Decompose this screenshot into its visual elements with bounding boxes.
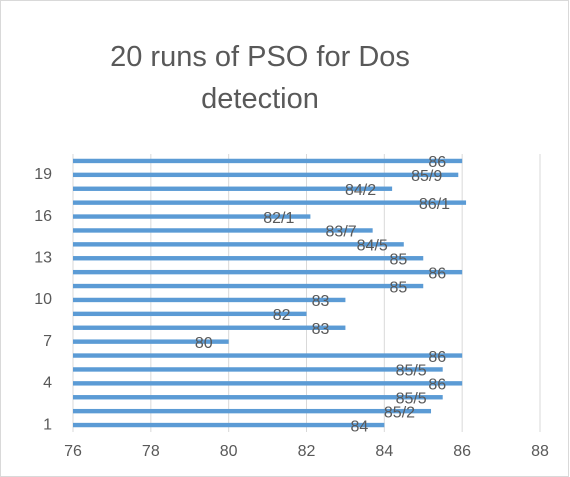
bar xyxy=(73,353,463,358)
x-tick-label: 88 xyxy=(531,443,549,460)
x-tick-label: 84 xyxy=(375,443,393,460)
bar xyxy=(73,395,443,400)
bar xyxy=(73,422,385,428)
bar xyxy=(73,283,424,289)
bar xyxy=(73,408,432,414)
y-tick-label: 19 xyxy=(34,166,52,183)
x-tick-label: 80 xyxy=(220,443,238,460)
y-tick-label: 4 xyxy=(43,375,52,392)
bar xyxy=(73,172,459,178)
x-tick-label: 76 xyxy=(64,443,82,460)
bar xyxy=(73,256,424,261)
bar xyxy=(73,242,404,247)
data-label: 80 xyxy=(195,335,213,352)
y-tick-label: 13 xyxy=(34,249,52,266)
bar xyxy=(73,228,373,233)
bar xyxy=(73,214,311,219)
data-label: 82/1 xyxy=(263,210,294,227)
data-label: 83 xyxy=(312,293,330,310)
bar xyxy=(73,200,467,205)
data-label: 85 xyxy=(389,251,407,268)
bar xyxy=(73,158,463,164)
y-tick-label: 7 xyxy=(43,333,52,350)
data-label: 86 xyxy=(428,154,446,171)
bar xyxy=(73,269,463,275)
y-tick-label: 10 xyxy=(34,291,52,308)
data-label: 86 xyxy=(428,265,446,282)
bar xyxy=(73,325,346,330)
y-tick-label: 16 xyxy=(34,208,52,225)
data-label: 84/2 xyxy=(345,182,376,199)
bar xyxy=(73,381,463,386)
bar xyxy=(73,186,393,191)
y-tick-label: 1 xyxy=(43,416,52,433)
data-label: 83 xyxy=(312,321,330,338)
data-label: 82 xyxy=(273,307,291,324)
bar xyxy=(73,367,443,372)
data-label: 85/9 xyxy=(411,168,442,185)
data-label: 83/7 xyxy=(326,224,357,241)
data-label: 85 xyxy=(389,279,407,296)
data-label: 86/1 xyxy=(419,196,450,213)
x-tick-label: 82 xyxy=(298,443,316,460)
chart-title: 20 runs of PSO for Dos detection xyxy=(110,41,410,115)
data-label: 86 xyxy=(428,377,446,394)
bar xyxy=(73,297,346,303)
bar xyxy=(73,311,307,317)
x-tick-label: 78 xyxy=(142,443,160,460)
data-label: 85/5 xyxy=(396,390,427,407)
data-label: 84/5 xyxy=(357,238,388,255)
data-label: 86 xyxy=(428,349,446,366)
data-label: 85/5 xyxy=(396,363,427,380)
data-label: 84 xyxy=(351,418,369,435)
data-label: 85/2 xyxy=(384,404,415,421)
bar xyxy=(73,339,229,344)
x-tick-label: 86 xyxy=(453,443,471,460)
